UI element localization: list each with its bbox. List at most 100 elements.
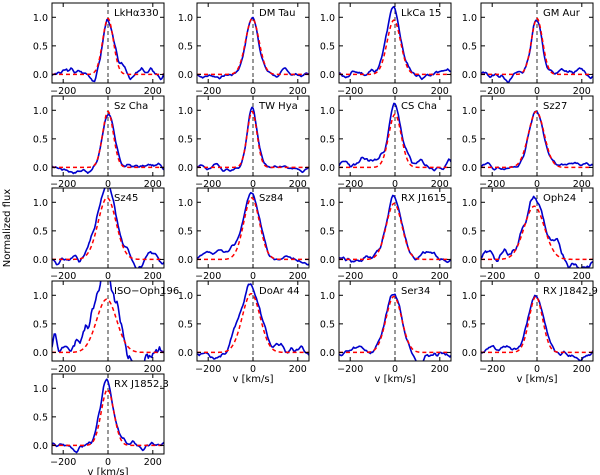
observed-profile — [481, 195, 593, 268]
gaussian-fit — [52, 197, 164, 261]
y-tick-label: 0.5 — [178, 319, 193, 330]
y-tick-label: 1.0 — [33, 106, 48, 117]
y-tick-label: 0.0 — [33, 348, 48, 359]
gaussian-fit — [52, 110, 164, 169]
y-tick-label: 0.5 — [178, 226, 193, 237]
y-tick-label: 1.0 — [33, 384, 48, 395]
gaussian-fit — [52, 17, 164, 76]
y-tick-label: 1.0 — [178, 291, 193, 302]
y-tick-label: 0.0 — [178, 70, 193, 81]
x-axis-label: v [km/s] — [374, 374, 415, 385]
x-tick-label: 200 — [289, 86, 307, 97]
y-tick-label: 1.0 — [33, 13, 48, 24]
y-tick-label: 0.5 — [462, 226, 477, 237]
panel-name: DoAr 44 — [259, 286, 300, 297]
panel-name: Oph24 — [543, 193, 576, 204]
y-tick-label: 0.5 — [320, 41, 335, 52]
observed-profile — [52, 113, 164, 175]
panel-name: RX J1842.9 — [543, 286, 598, 297]
x-tick-label: 0 — [105, 457, 111, 468]
y-tick-label: 0.0 — [178, 348, 193, 359]
panel-1: 0.0 0.5 1.0 −200 0 200 LkHα330 — [33, 2, 165, 97]
panel-name: LkHα330 — [114, 8, 159, 19]
y-tick-label: 0.0 — [178, 255, 193, 266]
x-tick-label: 0 — [105, 86, 111, 97]
x-tick-label: 0 — [534, 364, 540, 375]
x-tick-label: 200 — [144, 86, 162, 97]
gaussian-fit — [339, 202, 451, 261]
panel-17: 0.0 0.5 1.0 −200 0 200 v [km/s] RX J1852.3 — [33, 373, 169, 475]
y-tick-label: 0.0 — [462, 70, 477, 81]
y-tick-label: 0.5 — [462, 134, 477, 145]
y-tick-label: 0.0 — [33, 255, 48, 266]
y-tick-label: 0.0 — [33, 441, 48, 452]
gaussian-fit — [339, 295, 451, 354]
x-tick-label: 0 — [105, 271, 111, 282]
observed-profile — [197, 191, 309, 266]
x-tick-label: 200 — [144, 271, 162, 282]
panel-7: 0.0 0.5 1.0 −200 0 200 CS Cha — [320, 95, 452, 190]
observed-profile — [52, 378, 164, 454]
y-tick-label: 0.5 — [462, 319, 477, 330]
panel-13: 0.0 0.5 1.0 −200 0 200 ISO−Oph196 — [33, 280, 179, 375]
y-axis-label: Normalized flux — [2, 189, 13, 268]
x-tick-label: −200 — [50, 179, 76, 190]
x-tick-label: 200 — [289, 179, 307, 190]
panel-2: 0.0 0.5 1.0 −200 0 200 DM Tau — [178, 2, 310, 97]
y-tick-label: 0.5 — [320, 319, 335, 330]
x-tick-label: 0 — [392, 179, 398, 190]
x-tick-label: 0 — [534, 179, 540, 190]
x-tick-label: −200 — [479, 179, 505, 190]
observed-profile — [481, 294, 593, 361]
x-tick-label: 200 — [289, 364, 307, 375]
panel-4: 0.0 0.5 1.0 −200 0 200 GM Aur — [462, 2, 594, 97]
y-tick-label: 0.0 — [33, 70, 48, 81]
observed-profile — [339, 194, 451, 264]
y-tick-label: 1.0 — [320, 291, 335, 302]
x-tick-label: 200 — [573, 179, 591, 190]
y-tick-label: 0.0 — [320, 255, 335, 266]
observed-profile — [52, 188, 164, 268]
x-tick-label: −200 — [50, 364, 76, 375]
x-axis-label: v [km/s] — [87, 467, 128, 475]
y-tick-label: 0.5 — [462, 41, 477, 52]
x-tick-label: 0 — [250, 364, 256, 375]
panel-14: 0.0 0.5 1.0 −200 0 200 v [km/s] DoAr 44 — [178, 280, 310, 385]
y-tick-label: 0.0 — [462, 255, 477, 266]
x-tick-label: 200 — [431, 179, 449, 190]
panel-15: 0.0 0.5 1.0 −200 0 200 v [km/s] Ser34 — [320, 280, 452, 385]
y-tick-label: 0.0 — [320, 163, 335, 174]
panel-name: Sz45 — [114, 193, 138, 204]
y-tick-label: 0.0 — [462, 163, 477, 174]
gaussian-fit — [481, 110, 593, 169]
x-tick-label: 0 — [250, 179, 256, 190]
observed-profile — [52, 18, 164, 83]
panel-name: Sz27 — [543, 101, 567, 112]
panel-name: TW Hya — [258, 101, 298, 112]
x-tick-label: 200 — [573, 86, 591, 97]
x-tick-label: 0 — [250, 86, 256, 97]
panel-12: 0.0 0.5 1.0 −200 0 200 Oph24 — [462, 187, 594, 282]
observed-profile — [339, 293, 451, 361]
axes-frame — [338, 280, 452, 362]
y-tick-label: 1.0 — [462, 106, 477, 117]
x-tick-label: −200 — [337, 364, 363, 375]
gaussian-fit — [197, 196, 309, 261]
y-tick-label: 1.0 — [320, 106, 335, 117]
observed-profile — [197, 106, 309, 174]
x-tick-label: −200 — [337, 271, 363, 282]
x-axis-label: v [km/s] — [516, 374, 557, 385]
y-tick-label: 0.5 — [33, 134, 48, 145]
panel-name: RX J1615 — [401, 193, 446, 204]
y-tick-label: 0.5 — [33, 319, 48, 330]
x-tick-label: −200 — [195, 364, 221, 375]
observed-profile — [339, 102, 451, 172]
panel-9: 0.0 0.5 1.0 −200 0 200 Sz45 — [33, 187, 165, 282]
y-tick-label: 1.0 — [178, 13, 193, 24]
panel-6: 0.0 0.5 1.0 −200 0 200 TW Hya — [178, 95, 310, 190]
panel-name: LkCa 15 — [401, 8, 441, 19]
panel-16: 0.0 0.5 1.0 −200 0 200 v [km/s] RX J1842.9 — [462, 280, 598, 385]
y-tick-label: 0.0 — [178, 163, 193, 174]
y-tick-label: 1.0 — [178, 106, 193, 117]
x-tick-label: −200 — [195, 271, 221, 282]
